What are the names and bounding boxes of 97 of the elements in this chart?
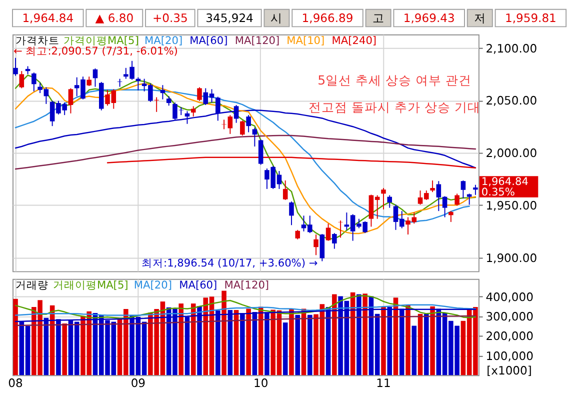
line-series (106, 156, 476, 169)
bar (418, 314, 423, 376)
y-tick-label: 100,000 (486, 348, 534, 363)
bar (430, 306, 435, 376)
bar (424, 314, 429, 376)
text: MA[60] (190, 35, 228, 48)
bar (406, 304, 410, 376)
text: 1,964.84 (22, 10, 74, 25)
chart-title: 거래량 (15, 280, 48, 292)
text: 가격이평MA[5] (64, 35, 139, 48)
text: 1,966.89 (302, 10, 354, 25)
x-tick-label: 09 (130, 376, 146, 390)
candlestick (160, 84, 166, 100)
bar (332, 294, 337, 376)
bar (222, 290, 226, 376)
text: 1,969.43 (403, 10, 455, 25)
line-series (14, 134, 476, 170)
text: 시 (270, 10, 283, 25)
text: 저 (474, 10, 486, 25)
candlestick (252, 127, 258, 147)
candlestick (258, 139, 264, 166)
candlestick (190, 106, 196, 118)
y-tick-label: 2,000.00 (486, 146, 538, 160)
bar (234, 310, 239, 376)
candlestick (320, 234, 325, 262)
annotation: 5일선 추세 상승 여부 관건 (318, 72, 472, 88)
candlestick (86, 76, 92, 87)
candlestick (32, 72, 36, 92)
candlestick (466, 193, 472, 206)
y-tick-label: 400,000 (486, 290, 534, 304)
text: MA[20] (134, 280, 172, 292)
bar (190, 303, 196, 376)
candlestick (387, 194, 392, 208)
candlestick (430, 180, 435, 193)
text: 1,959.81 (504, 10, 556, 25)
line-series (14, 315, 476, 326)
text: MA[120] (234, 35, 280, 48)
text: MA[120] (224, 280, 270, 292)
y-tick-label: 2,050.00 (486, 94, 538, 108)
bar (362, 294, 368, 376)
annotation: 최저:1,896.54 (10/17, +3.60%) → (142, 257, 318, 270)
text: MA[10] (286, 35, 325, 48)
candlestick (448, 210, 454, 222)
bar (307, 314, 312, 376)
text: 고 (372, 10, 384, 25)
candlestick (460, 180, 466, 199)
candlestick (240, 120, 245, 136)
chart-title: 가격차트 (15, 35, 60, 48)
y-tick-label: 1,950.00 (486, 198, 538, 213)
bar (295, 314, 300, 376)
line-series (14, 304, 476, 316)
candlestick (473, 184, 478, 196)
candlestick (454, 193, 460, 206)
candlestick (314, 234, 318, 256)
bar (178, 303, 184, 376)
y-tick-label: 2,100.00 (486, 41, 538, 56)
bar (13, 298, 18, 376)
candlestick (381, 188, 386, 210)
candlestick (117, 78, 122, 88)
candlestick (19, 70, 24, 89)
candlestick (282, 180, 288, 200)
y-tick-label: 1,900.00 (486, 250, 538, 265)
candlestick (92, 68, 98, 88)
annotation: ← 최고:2,090.57 (7/31, -6.01%) (13, 46, 178, 58)
bar (381, 306, 386, 376)
text: +0.35 (152, 10, 188, 25)
text: ▲ 6.80 (95, 10, 134, 25)
candlestick (295, 229, 300, 240)
line-series (14, 295, 476, 319)
candlestick (246, 114, 251, 133)
candlestick (197, 86, 202, 102)
y-tick-label: 300,000 (486, 310, 534, 324)
y-axis-title: [x1000] (486, 364, 532, 378)
text: 345,924 (206, 10, 254, 25)
candlestick (326, 223, 331, 242)
text: MA[240] (332, 35, 377, 48)
bar (62, 323, 67, 376)
candlestick (68, 88, 74, 114)
candlestick (154, 96, 159, 112)
x-tick-label: 08 (8, 376, 23, 390)
series-label: 거래이평MA[5] (52, 280, 128, 292)
annotation: 전고점 돌파시 추가 상승 기대 (308, 99, 481, 114)
text: MA[60] (179, 280, 218, 292)
bar (246, 308, 251, 376)
candlestick (166, 96, 172, 106)
y-tick-label: 200,000 (486, 329, 534, 344)
candlestick (13, 57, 18, 76)
candlestick (338, 220, 343, 238)
candlestick (332, 232, 337, 250)
candlestick (289, 201, 294, 226)
bar (412, 326, 417, 376)
bar (282, 322, 288, 376)
x-tick-label: 10 (253, 376, 268, 390)
bar (289, 308, 294, 376)
x-tick-label: 11 (376, 376, 391, 390)
text: 1,964.84 0.35% (481, 176, 529, 198)
text: MA[20] (144, 35, 183, 48)
